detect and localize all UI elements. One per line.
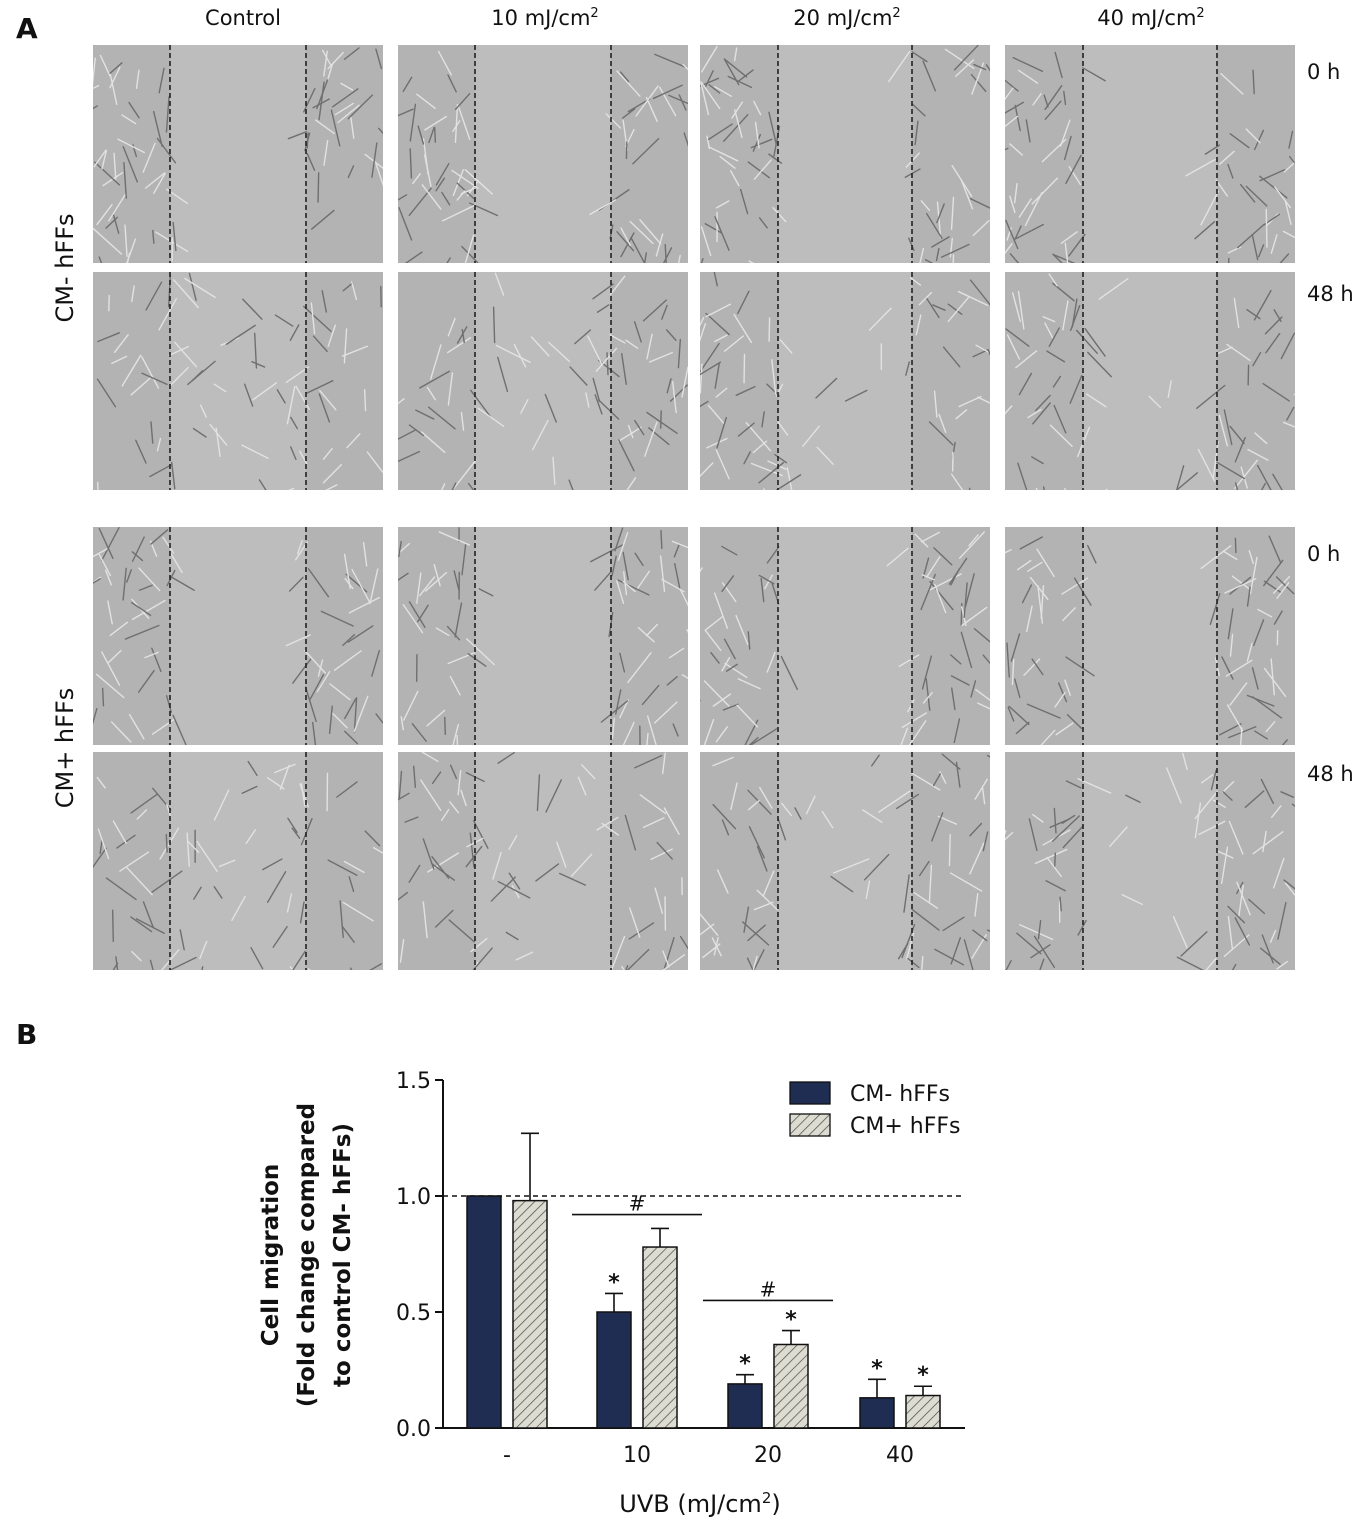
significance-star: * bbox=[871, 1356, 883, 1381]
x-tick-label: 40 bbox=[886, 1443, 914, 1468]
bar bbox=[642, 1246, 678, 1429]
y-axis-label-line: to control CM- hFFs) bbox=[330, 1123, 356, 1387]
y-axis-label: Cell migration (Fold change compared to co… bbox=[258, 1103, 356, 1407]
micrograph bbox=[398, 752, 688, 970]
y-tick-label: 0.5 bbox=[396, 1301, 431, 1326]
micrograph bbox=[398, 45, 688, 263]
micrograph bbox=[700, 527, 990, 745]
panel-a-letter: A bbox=[16, 12, 38, 45]
x-tick-label: 20 bbox=[754, 1443, 782, 1468]
micrograph bbox=[398, 272, 688, 490]
legend-swatch bbox=[789, 1081, 831, 1105]
comparison-mark: # bbox=[629, 1192, 646, 1216]
legend-label: CM- hFFs bbox=[850, 1082, 950, 1107]
y-tick-label: 0.0 bbox=[396, 1417, 431, 1442]
legend: CM- hFFs CM+ hFFs bbox=[789, 1081, 960, 1139]
bar bbox=[596, 1311, 632, 1429]
x-axis-label: UVB (mJ/cm2) bbox=[619, 1489, 780, 1518]
legend-label: CM+ hFFs bbox=[850, 1114, 960, 1139]
time-label-48h: 48 h bbox=[1307, 282, 1354, 306]
column-label-20: 20 mJ/cm2 bbox=[793, 6, 901, 30]
y-tick-label: 1.0 bbox=[396, 1185, 431, 1210]
x-tick-label: - bbox=[503, 1443, 511, 1468]
row-group-label-cm-minus: CM- hFFs bbox=[51, 213, 79, 323]
axes: 0.0 0.5 1.0 1.5 bbox=[396, 1069, 965, 1442]
micrograph bbox=[700, 45, 990, 263]
bar bbox=[773, 1343, 809, 1429]
micrograph bbox=[93, 527, 383, 745]
column-label-10: 10 mJ/cm2 bbox=[491, 6, 599, 30]
bars: - 10 20 40 * * * * * # # bbox=[466, 1132, 941, 1468]
time-label-0h: 0 h bbox=[1307, 60, 1341, 84]
micrograph bbox=[93, 45, 383, 263]
micrograph bbox=[398, 527, 688, 745]
y-axis-label-line: Cell migration bbox=[258, 1164, 284, 1346]
micrograph bbox=[1005, 527, 1295, 745]
x-tick-label: 10 bbox=[623, 1443, 651, 1468]
micrograph bbox=[1005, 45, 1295, 263]
column-label-40: 40 mJ/cm2 bbox=[1097, 6, 1205, 30]
time-label-0h: 0 h bbox=[1307, 542, 1341, 566]
row-group-label-cm-plus: CM+ hFFs bbox=[51, 687, 79, 809]
bar bbox=[466, 1195, 502, 1429]
micrograph bbox=[700, 752, 990, 970]
panel-b-letter: B bbox=[16, 1018, 38, 1051]
micrograph bbox=[700, 272, 990, 490]
micrograph bbox=[1005, 752, 1295, 970]
significance-star: * bbox=[785, 1308, 797, 1333]
column-label-control: Control bbox=[205, 6, 281, 30]
comparison-mark: # bbox=[760, 1277, 777, 1301]
bar bbox=[905, 1394, 941, 1429]
bar bbox=[727, 1383, 763, 1429]
bar bbox=[512, 1199, 548, 1429]
significance-star: * bbox=[739, 1352, 751, 1377]
significance-star: * bbox=[608, 1270, 620, 1295]
significance-star: * bbox=[917, 1363, 929, 1388]
bar-chart: Cell migration (Fold change compared to co… bbox=[258, 1069, 965, 1518]
y-tick-label: 1.5 bbox=[396, 1069, 431, 1094]
bar bbox=[859, 1397, 895, 1429]
y-axis-label-line: (Fold change compared bbox=[294, 1103, 320, 1407]
legend-swatch bbox=[789, 1113, 831, 1137]
time-label-48h: 48 h bbox=[1307, 762, 1354, 786]
micrograph bbox=[93, 272, 383, 490]
micrograph bbox=[93, 752, 383, 970]
micrograph bbox=[1005, 272, 1295, 490]
